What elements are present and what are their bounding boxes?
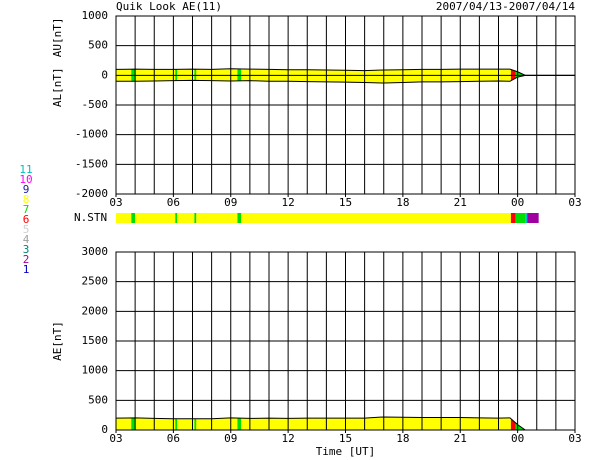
station-segment xyxy=(131,416,136,430)
x-tick-label: 03 xyxy=(568,432,581,445)
n-stn-segment xyxy=(241,213,511,223)
x-tick-label: 21 xyxy=(454,432,467,445)
date-range: 2007/04/13-2007/04/14 xyxy=(436,0,575,13)
n-stn-segment xyxy=(194,213,197,223)
x-tick-label: 18 xyxy=(396,432,409,445)
n-stn-segment xyxy=(515,213,526,223)
station-fill xyxy=(116,416,539,430)
y-tick-label: 3000 xyxy=(82,245,109,258)
al-line xyxy=(116,74,575,84)
strip-label: N.STN xyxy=(74,211,107,224)
legend-entry: 8 xyxy=(23,193,30,206)
n-stn-segment xyxy=(116,213,132,223)
y-tick-label: 2500 xyxy=(82,275,109,288)
chart-title: Quik Look AE(11) xyxy=(116,0,222,13)
station-fill xyxy=(116,68,539,84)
n-stn-segment xyxy=(196,213,238,223)
station-segment xyxy=(116,416,132,430)
x-tick-label: 03 xyxy=(568,196,581,209)
x-tick-label: 12 xyxy=(282,432,295,445)
y-tick-label: -500 xyxy=(82,98,109,111)
x-axis-label: Time [UT] xyxy=(316,445,376,458)
x-tick-label: 15 xyxy=(339,196,352,209)
ae-line xyxy=(115,416,575,431)
station-segment xyxy=(237,416,242,430)
x-tick-label: 00 xyxy=(511,196,524,209)
station-segment xyxy=(194,416,197,430)
x-tick-label: 09 xyxy=(224,432,237,445)
n-stn-segment xyxy=(525,213,528,223)
y-tick-label: -1000 xyxy=(75,128,108,141)
y-axis-label: AL[nT] xyxy=(51,67,64,107)
y-tick-label: 1500 xyxy=(82,334,109,347)
station-segment xyxy=(510,68,516,84)
station-segment xyxy=(194,68,197,84)
n-stn-segment xyxy=(175,213,178,223)
n-stn-segment xyxy=(135,213,176,223)
x-tick-label: 09 xyxy=(224,196,237,209)
station-segment xyxy=(177,68,195,84)
station-segment xyxy=(135,68,176,84)
legend-entry: 10 xyxy=(19,173,32,186)
n-stn-segment xyxy=(527,213,539,223)
y-tick-label: 500 xyxy=(88,39,108,52)
station-segment xyxy=(515,68,526,84)
x-tick-label: 00 xyxy=(511,432,524,445)
n-stn-segment xyxy=(177,213,195,223)
x-tick-label: 03 xyxy=(109,432,122,445)
legend-entry: 5 xyxy=(23,223,30,236)
x-tick-label: 06 xyxy=(167,196,180,209)
y-tick-label: 0 xyxy=(101,423,108,436)
y-tick-label: 1000 xyxy=(82,364,109,377)
x-tick-label: 18 xyxy=(396,196,409,209)
legend-entry: 2 xyxy=(23,253,30,266)
n-stn-segment xyxy=(237,213,242,223)
y-tick-label: 0 xyxy=(101,68,108,81)
station-segment xyxy=(241,416,511,430)
station-segment xyxy=(131,68,136,84)
legend-entry: 1 xyxy=(23,263,30,276)
x-tick-label: 15 xyxy=(339,432,352,445)
n-stn-segment xyxy=(131,213,136,223)
y-tick-label: -2000 xyxy=(75,187,108,200)
au-line xyxy=(115,68,575,76)
n-stn-segment xyxy=(510,213,516,223)
y-axis-label: AU[nT] xyxy=(51,17,64,57)
x-tick-label: 06 xyxy=(167,432,180,445)
x-tick-label: 03 xyxy=(109,196,122,209)
legend-entry: 9 xyxy=(23,183,30,196)
station-segment xyxy=(175,416,178,430)
legend-entry: 6 xyxy=(23,213,30,226)
y-tick-label: 1000 xyxy=(82,9,109,22)
station-segment xyxy=(241,68,511,84)
legend-entry: 4 xyxy=(23,233,30,246)
y-tick-label: -1500 xyxy=(75,157,108,170)
x-tick-label: 21 xyxy=(454,196,467,209)
legend-entry: 11 xyxy=(19,163,32,176)
station-segment xyxy=(510,416,516,430)
station-segment xyxy=(175,68,178,84)
x-tick-label: 12 xyxy=(282,196,295,209)
legend-entry: 3 xyxy=(23,243,30,256)
station-segment xyxy=(237,68,242,84)
y-tick-label: 500 xyxy=(88,393,108,406)
y-tick-label: 2000 xyxy=(82,304,109,317)
legend-entry: 7 xyxy=(23,203,30,216)
station-segment xyxy=(135,416,176,430)
station-segment xyxy=(196,416,238,430)
station-segment xyxy=(116,68,132,84)
y-axis-label: AE[nT] xyxy=(51,321,64,361)
station-segment xyxy=(196,68,238,84)
station-segment xyxy=(177,416,195,430)
